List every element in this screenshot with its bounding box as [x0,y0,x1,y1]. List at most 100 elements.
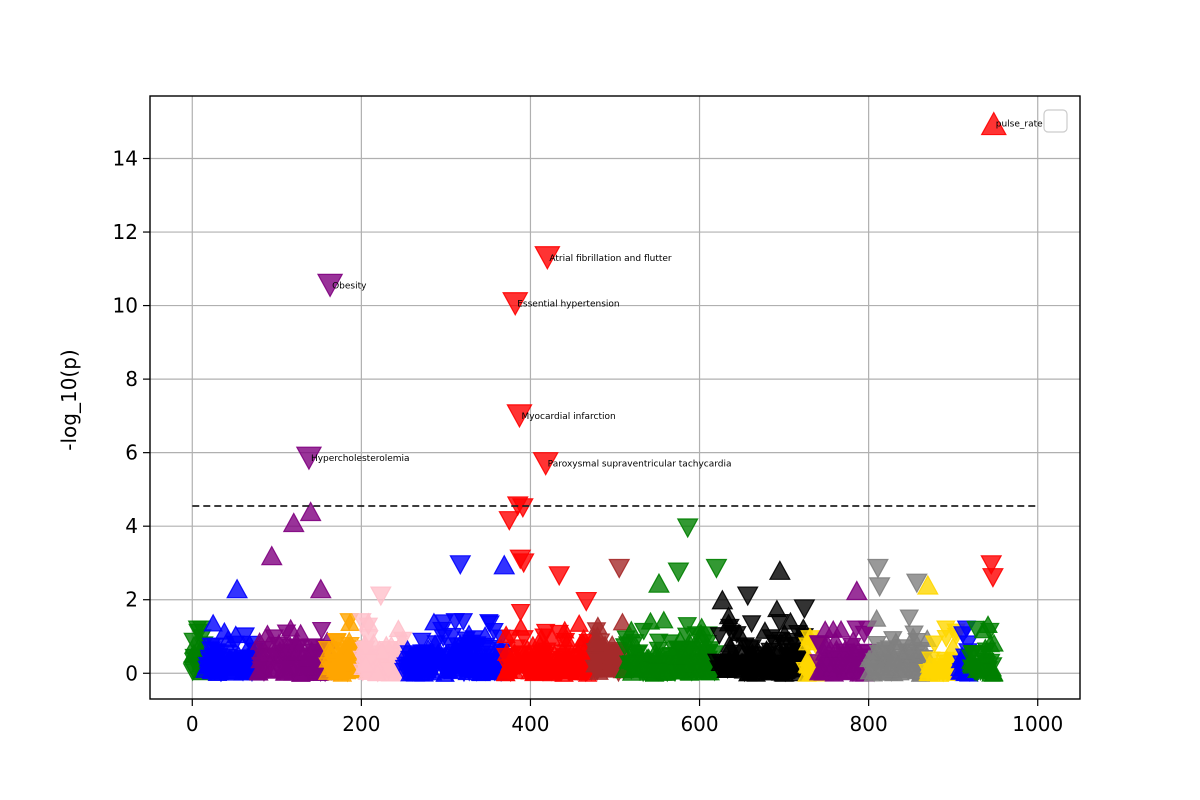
data-point [871,657,892,676]
data-point [614,638,635,657]
data-point [331,661,352,680]
data-point [378,662,399,680]
data-point [953,626,973,645]
data-point [924,635,945,654]
data-point [608,558,631,579]
data-point [735,637,755,656]
y-tick-label: 8 [125,367,138,391]
data-point [755,621,775,639]
data-point [640,611,661,630]
y-tick-label: 6 [125,441,138,465]
data-point [845,580,868,601]
data-point [303,643,324,662]
data-point [499,655,520,674]
data-point [249,632,270,650]
grid-lines [150,96,1080,699]
data-point [736,586,759,607]
data-point [966,657,986,676]
data-point [369,586,392,607]
data-point [569,613,589,632]
x-tick-label: 400 [511,712,549,736]
data-point [899,662,919,681]
data-point [667,562,690,583]
data-point [184,643,204,662]
highlight-point [295,446,323,471]
data-point [910,641,931,660]
x-tick-label: 1000 [1012,712,1063,736]
data-points [182,496,1004,683]
data-point [982,658,1003,677]
data-point [784,646,805,665]
data-point [793,599,816,620]
data-point [510,603,531,622]
data-point [584,659,605,678]
data-point [549,624,569,643]
data-point [445,613,466,632]
data-point [820,659,841,677]
data-point [809,635,829,654]
data-point [709,627,730,646]
data-point [460,655,480,674]
data-point [602,649,623,668]
data-point [980,634,1001,653]
data-point [511,498,534,519]
data-point [226,578,248,599]
data-point [899,609,920,628]
data-point [355,654,376,673]
data-point [264,629,284,648]
highlight-point [532,452,559,476]
data-point [203,613,223,632]
data-point [433,648,454,667]
data-point [412,632,432,651]
data-point [741,615,762,634]
data-point [290,623,311,642]
highlight-point [502,292,529,316]
data-point [358,617,379,636]
data-point [573,633,593,652]
x-tick-label: 200 [342,712,380,736]
legend-box [1043,109,1068,133]
data-point [653,610,674,629]
point-annotation: pulse_rate [996,120,1043,130]
data-point [493,554,516,575]
data-point [767,599,787,618]
data-point [449,555,472,576]
data-point [711,589,734,610]
data-point [623,660,643,679]
x-tick-label: 0 [186,712,199,736]
data-point [586,622,607,641]
data-point [854,625,875,644]
y-tick-label: 10 [113,294,138,318]
y-tick-label: 12 [113,220,138,244]
axis-ticks: 0 200 400 600 800 1000 0 2 4 6 8 10 12 14 [113,147,1064,736]
x-tick-label: 800 [850,712,888,736]
data-point [248,661,269,680]
data-point [768,560,791,580]
data-point [355,640,376,659]
data-point [648,641,669,660]
data-point [475,645,495,664]
data-point [496,625,516,644]
point-annotation: Obesity [332,281,367,291]
legend [1043,109,1068,133]
data-point [523,635,543,654]
data-point [696,658,717,677]
data-point [212,658,233,676]
x-tick-label: 600 [680,712,718,736]
data-point [317,641,338,659]
y-axis-label: -log_10(p) [57,349,81,450]
data-point [388,619,409,638]
data-point [886,632,906,651]
data-point [475,626,495,644]
y-tick-label: 14 [113,147,138,171]
data-point [277,643,298,662]
data-point [445,640,465,658]
data-point [311,621,332,640]
data-point [204,655,224,674]
data-point [867,558,889,579]
data-point [512,553,535,574]
data-point [498,511,521,531]
highlight-point [534,246,561,271]
data-point [456,631,476,650]
